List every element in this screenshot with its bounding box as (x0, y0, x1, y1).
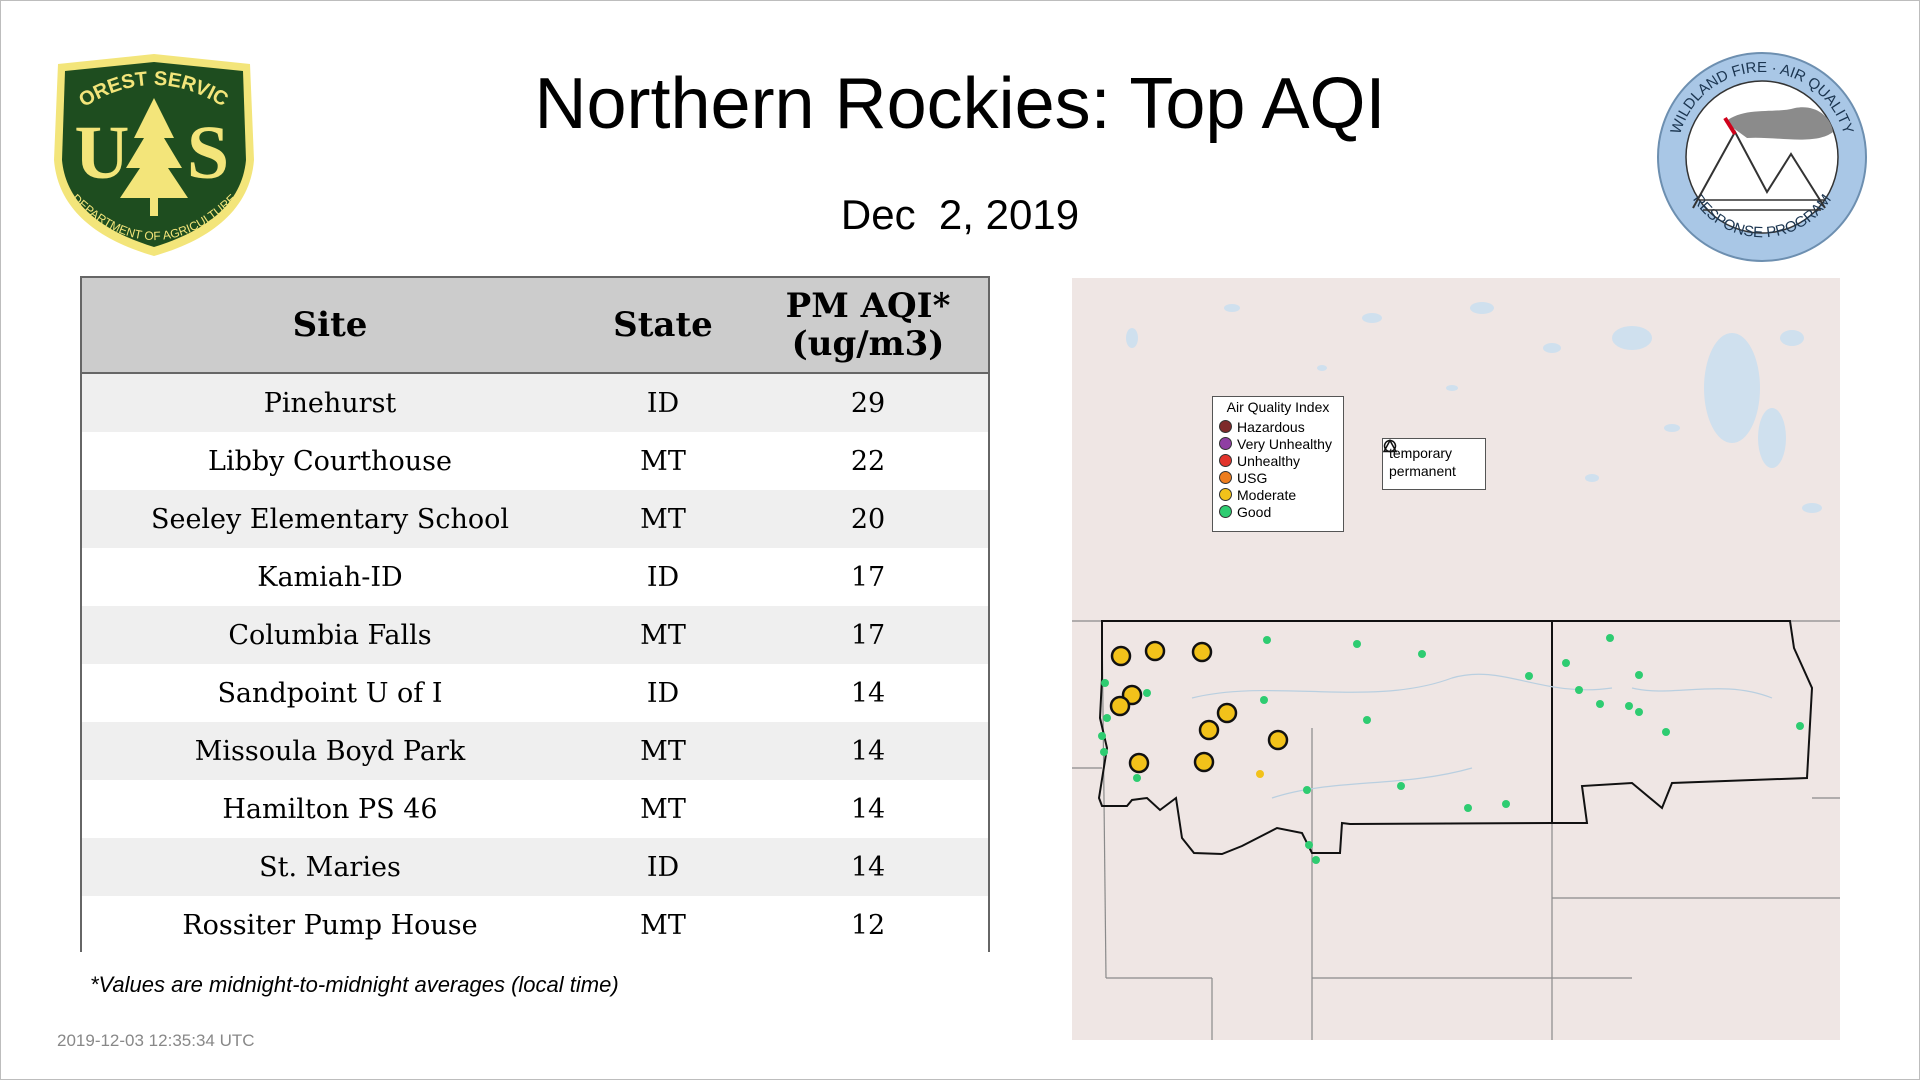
cell-state: ID (578, 373, 748, 432)
unhealthy-dot-icon (1219, 454, 1232, 467)
header-state: State (578, 278, 748, 374)
cell-site: Libby Courthouse (82, 432, 578, 490)
svg-text:S: S (187, 111, 229, 195)
wildland-fire-logo: WILDLAND FIRE · AIR QUALITY RESPONSE PRO… (1657, 52, 1867, 262)
legend-item-moderate: Moderate (1219, 486, 1337, 503)
cell-aqi: 22 (748, 432, 988, 490)
usg-dot-icon (1219, 471, 1232, 484)
cell-site: St. Maries (82, 838, 578, 896)
aqi-legend: Air Quality Index Hazardous Very Unhealt… (1212, 396, 1344, 532)
legend-item-usg: USG (1219, 469, 1337, 486)
cell-aqi: 14 (748, 780, 988, 838)
cell-aqi: 14 (748, 664, 988, 722)
cell-aqi: 17 (748, 606, 988, 664)
rivers (1191, 673, 1773, 799)
table-row: Seeley Elementary School MT 20 (82, 490, 988, 548)
cell-site: Kamiah-ID (82, 548, 578, 606)
cell-state: ID (578, 838, 748, 896)
cell-state: MT (578, 606, 748, 664)
table-row: Hamilton PS 46 MT 14 (82, 780, 988, 838)
cell-site: Hamilton PS 46 (82, 780, 578, 838)
cell-aqi: 12 (748, 896, 988, 954)
aqi-map: Air Quality Index Hazardous Very Unhealt… (1072, 278, 1840, 1040)
cell-state: MT (578, 432, 748, 490)
legend-label: Moderate (1237, 486, 1297, 503)
legend-item-hazardous: Hazardous (1219, 418, 1337, 435)
cell-state: MT (578, 722, 748, 780)
cell-site: Pinehurst (82, 373, 578, 432)
table-row: St. Maries ID 14 (82, 838, 988, 896)
good-dot-icon (1219, 505, 1232, 518)
cell-site: Sandpoint U of I (82, 664, 578, 722)
table-row: Missoula Boyd Park MT 14 (82, 722, 988, 780)
cell-site: Rossiter Pump House (82, 896, 578, 954)
legend-title: Air Quality Index (1226, 399, 1330, 415)
legend-label: USG (1237, 469, 1268, 486)
cell-state: MT (578, 896, 748, 954)
aqi-table: Site State PM AQI* (ug/m3) Pinehurst ID 29… (80, 276, 990, 954)
region-outline (1097, 620, 1814, 856)
forest-service-logo: FOREST SERVICE U S DEPARTMENT OF AGRICUL… (50, 50, 254, 256)
cell-aqi: 17 (748, 548, 988, 606)
moderate-dot-icon (1219, 488, 1232, 501)
table-row: Kamiah-ID ID 17 (82, 548, 988, 606)
report-date: Dec 2, 2019 (840, 191, 1080, 238)
very-unhealthy-dot-icon (1219, 437, 1232, 450)
legend-label: Unhealthy (1237, 452, 1301, 469)
cell-state: MT (578, 780, 748, 838)
hazardous-dot-icon (1219, 420, 1232, 433)
cell-state: ID (578, 548, 748, 606)
generated-timestamp: 2019-12-03 12:35:34 UTC (57, 1031, 255, 1050)
cell-site: Missoula Boyd Park (82, 722, 578, 780)
page-title: Northern Rockies: Top AQI (534, 64, 1386, 144)
legend-item-good: Good (1219, 503, 1337, 520)
legend-label: permanent (1389, 463, 1456, 479)
table-header-row: Site State PM AQI* (ug/m3) (82, 278, 988, 374)
header-aqi-line1: PM AQI* (785, 286, 951, 326)
svg-text:U: U (75, 111, 130, 195)
legend-item-permanent: permanent (1383, 439, 1479, 480)
table-row: Sandpoint U of I ID 14 (82, 664, 988, 722)
cell-state: MT (578, 490, 748, 548)
legend-item-unhealthy: Unhealthy (1219, 452, 1337, 469)
header-aqi-line2: (ug/m3) (791, 324, 945, 364)
moderate-small-site (1256, 770, 1264, 778)
legend-label: temporary (1389, 445, 1453, 461)
legend-item-temporary: temporary (1383, 439, 1479, 462)
state-borders (1072, 620, 1840, 1040)
table-row: Libby Courthouse MT 22 (82, 432, 988, 490)
cell-site: Seeley Elementary School (82, 490, 578, 548)
legend-item-very-unhealthy: Very Unhealthy (1219, 435, 1337, 452)
cell-aqi: 14 (748, 838, 988, 896)
header-site: Site (82, 278, 578, 374)
good-sites (1098, 634, 1804, 864)
cell-aqi: 29 (748, 373, 988, 432)
triangle-icon (1383, 439, 1397, 453)
header-aqi: PM AQI* (ug/m3) (748, 278, 988, 374)
moderate-sites (1109, 640, 1289, 774)
table-row: Columbia Falls MT 17 (82, 606, 988, 664)
cell-site: Columbia Falls (82, 606, 578, 664)
site-type-legend: temporary permanent (1382, 438, 1486, 490)
footnote: *Values are midnight-to-midnight average… (90, 972, 619, 997)
water-bodies (1126, 302, 1822, 513)
table-row: Rossiter Pump House MT 12 (82, 896, 988, 954)
legend-label: Hazardous (1237, 418, 1305, 435)
cell-state: ID (578, 664, 748, 722)
legend-label: Very Unhealthy (1237, 435, 1332, 452)
cell-aqi: 20 (748, 490, 988, 548)
table-row: Pinehurst ID 29 (82, 373, 988, 432)
cell-aqi: 14 (748, 722, 988, 780)
map-canvas (1072, 302, 1840, 1040)
legend-label: Good (1237, 503, 1272, 520)
